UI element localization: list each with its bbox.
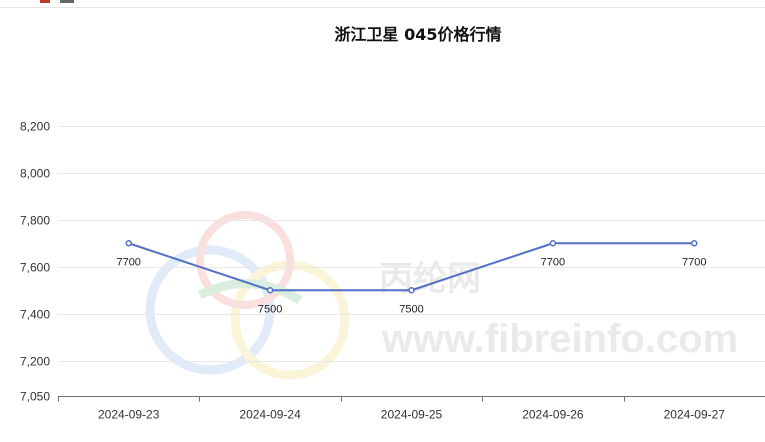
x-tick-label: 2024-09-27 <box>664 408 726 422</box>
x-tick-label: 2024-09-26 <box>522 408 584 422</box>
axes: 7,050 7,200 7,400 7,600 7,800 8,000 8,200 2024-… <box>20 120 765 422</box>
y-tick-label: 8,200 <box>20 120 50 134</box>
x-tick-label: 2024-09-24 <box>239 408 301 422</box>
data-label: 7500 <box>399 303 423 315</box>
data-point <box>125 240 132 247</box>
chart-title: 浙江卫星 045价格行情 <box>335 25 502 44</box>
data-label: 7500 <box>258 303 282 315</box>
data-label: 7700 <box>541 256 565 268</box>
y-tick-label: 7,050 <box>20 390 50 404</box>
series-layer <box>125 240 698 294</box>
data-label: 7700 <box>682 256 706 268</box>
watermark-rings-icon <box>145 211 350 380</box>
grid <box>58 126 765 362</box>
watermark-brand: 丙纶网 <box>379 260 481 298</box>
data-point <box>691 240 698 247</box>
y-tick-label: 7,200 <box>20 355 50 369</box>
x-tick-label: 2024-09-25 <box>381 408 443 422</box>
data-point <box>549 240 557 247</box>
x-tick-label: 2024-09-23 <box>98 408 160 422</box>
watermark: 丙纶网 www.fibreinfo.com <box>145 211 738 380</box>
data-point <box>266 287 274 294</box>
logo-icon <box>40 0 74 3</box>
y-tick-label: 7,800 <box>20 214 50 228</box>
data-point <box>408 287 415 294</box>
y-tick-label: 8,000 <box>20 167 50 181</box>
watermark-url: www.fibreinfo.com <box>381 317 738 361</box>
y-tick-label: 7,400 <box>20 308 50 322</box>
data-labels: 7700 7500 7500 7700 7700 <box>116 256 706 315</box>
y-tick-label: 7,600 <box>20 261 50 275</box>
data-label: 7700 <box>116 256 140 268</box>
